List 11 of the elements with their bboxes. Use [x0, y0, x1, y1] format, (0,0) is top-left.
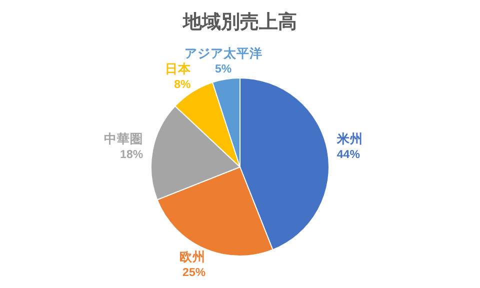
- data-label: 5%: [214, 64, 232, 76]
- slice-label: 中華圏: [104, 132, 144, 146]
- data-label: 18%: [120, 148, 144, 161]
- data-label: 8%: [174, 78, 191, 91]
- data-label: 44%: [336, 148, 360, 161]
- slice-label: アジア太平洋: [184, 46, 262, 61]
- slice-label: 日本: [164, 62, 192, 76]
- chart-title: 地域別売上高: [182, 11, 297, 33]
- slice-label: 米州: [336, 132, 363, 146]
- data-label: 25%: [182, 267, 206, 280]
- slice-label: 欧州: [180, 250, 206, 264]
